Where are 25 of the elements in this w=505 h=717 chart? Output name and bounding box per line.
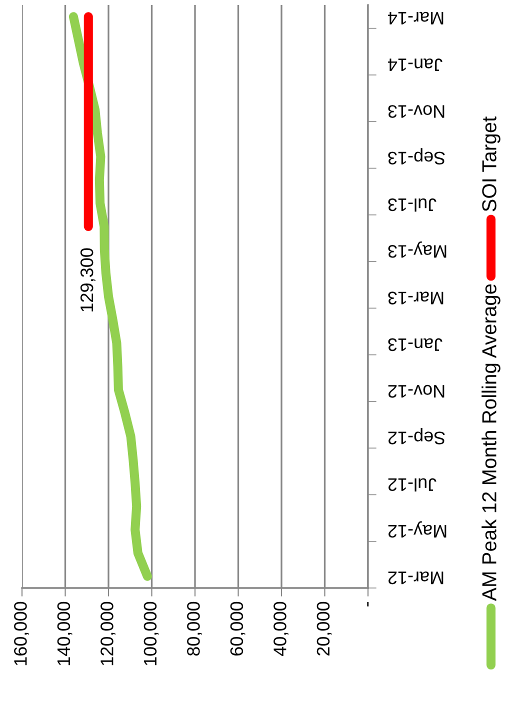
- x-tick-label: 120,000: [100, 602, 116, 666]
- x-tick-label: 20,000: [316, 602, 332, 656]
- y-tick-label: Mar-12: [388, 571, 444, 584]
- y-tick-label: May-13: [388, 241, 446, 258]
- y-tick-label: Jul-12: [388, 478, 436, 492]
- y-tick-label: Sep-13: [388, 148, 445, 165]
- text: AM Peak 12 Month Rolling Average: [482, 284, 500, 601]
- x-tick-label: 140,000: [57, 602, 72, 666]
- y-tick-label: Jul-13: [388, 198, 436, 212]
- x-tick-label: 60,000: [230, 602, 246, 656]
- y-tick-label: Jan-13: [388, 338, 442, 352]
- x-tick-label: 40,000: [274, 602, 288, 656]
- x-tick-label: -: [367, 602, 369, 606]
- x-tick-label: 80,000: [187, 602, 202, 656]
- y-tick-label: Sep-12: [388, 428, 445, 444]
- y-tick-label: Mar-13: [388, 292, 444, 304]
- y-tick-label: Nov-13: [388, 105, 444, 118]
- x-tick-label: 100,000: [144, 602, 159, 666]
- x-tick-label: 160,000: [14, 602, 29, 666]
- y-tick-label: Nov-12: [388, 384, 444, 398]
- text: SOI Target: [482, 116, 500, 212]
- y-tick-label: Mar-14: [388, 12, 444, 24]
- data-label: 129,300: [80, 248, 96, 312]
- y-tick-label: May-12: [388, 521, 446, 538]
- y-tick-label: Jan-14: [388, 58, 442, 72]
